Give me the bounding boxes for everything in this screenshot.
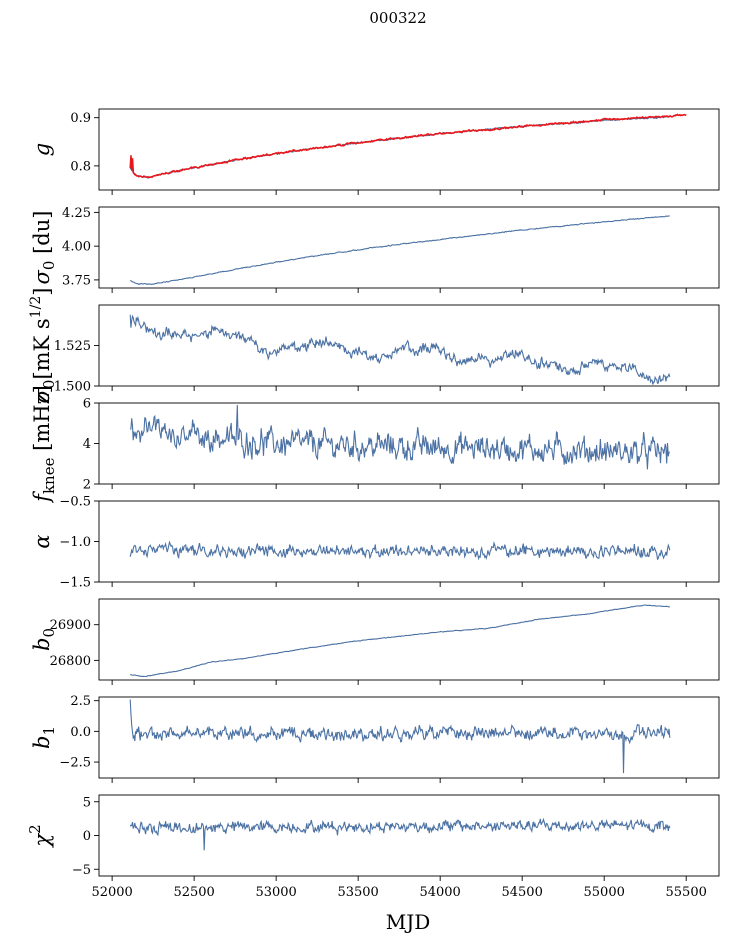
panel-g: 0.8 0.9 g: [30, 108, 720, 195]
series-line-g-1: [129, 113, 687, 179]
y-tick-label: −0.5: [59, 495, 91, 510]
y-axis-label-b1: b1: [30, 726, 58, 749]
x-tick-label: 53000: [255, 885, 296, 900]
y-tick-label: 0.9: [70, 111, 91, 126]
y-tick-label: 0.0: [70, 725, 91, 740]
y-tick-label: 0: [83, 829, 91, 844]
y-tick-label: 4.25: [62, 206, 91, 221]
axes-frame: [98, 108, 720, 191]
x-tick-label: 54000: [419, 885, 460, 900]
panel-chi2: −5 0 5 52000 52500 53000 53500 54000 54500 55000 5…: [26, 794, 720, 900]
y-tick-label: 1.525: [54, 339, 91, 354]
y-axis-label-alpha: α: [30, 534, 54, 548]
y-axis-label-chi2: χ2: [26, 824, 54, 848]
y-tick-label: 2.5: [70, 694, 91, 709]
panel-sigma0_du: 3.75 4.00 4.25 σ0 [du]: [30, 206, 720, 293]
axes-frame: [98, 206, 720, 289]
subplots: 0.8 0.9 g 3.75 4.00 4.25 σ0 [du] 1.500 1.525σ0[m…: [26, 108, 720, 900]
y-tick-label: 3.75: [62, 273, 91, 288]
series-line-chi2-0: [129, 817, 671, 851]
figure-title: 000322: [369, 9, 426, 27]
axes-frame: [98, 794, 720, 877]
y-tick-label: −5: [72, 863, 91, 878]
y-axis-label-g: g: [30, 143, 54, 156]
series-line-sigma0_mk-0: [129, 314, 671, 385]
y-axis-label-sigma0_mk: σ0[mK s1/2]: [28, 288, 58, 404]
y-tick-label: 6: [83, 397, 91, 412]
y-axis-label-b0: b0: [30, 628, 58, 651]
series-line-b0-0: [130, 604, 670, 678]
x-tick-label: 52000: [91, 885, 132, 900]
panel-alpha: −1.5 −1.0 −0.5 α: [30, 495, 720, 591]
y-tick-label: −1.0: [59, 535, 91, 550]
y-tick-label: 4: [83, 437, 91, 452]
x-tick-label: 55000: [584, 885, 625, 900]
axes-frame: [98, 696, 720, 779]
panel-b1: −2.5 0.0 2.5 b1: [30, 694, 720, 783]
axes-frame: [98, 500, 720, 583]
y-tick-label: −1.5: [59, 576, 91, 591]
y-axis-label-sigma0_du: σ0 [du]: [30, 211, 58, 285]
x-tick-label: 53500: [337, 885, 378, 900]
y-tick-label: 5: [83, 795, 91, 810]
series-line-sigma0_du-0: [130, 215, 670, 285]
axes-frame: [98, 402, 720, 485]
x-tick-label: 52500: [173, 885, 214, 900]
y-tick-label: 2: [83, 478, 91, 493]
x-tick-label: 54500: [501, 885, 542, 900]
series-line-fknee-0: [129, 404, 670, 470]
series-line-g-0: [129, 116, 670, 179]
y-axis-label-fknee: fknee [mHz]: [30, 385, 58, 504]
y-tick-label: 4.00: [62, 240, 91, 255]
y-tick-label: 26900: [50, 618, 91, 633]
y-tick-label: 1.500: [54, 380, 91, 395]
panel-fknee: 2 4 6 fknee [mHz]: [30, 385, 720, 504]
axes-frame: [98, 598, 720, 681]
y-tick-label: 0.8: [70, 159, 91, 174]
x-tick-label: 55500: [666, 885, 707, 900]
series-line-b1-0: [129, 699, 671, 774]
x-axis-label: MJD: [386, 910, 431, 934]
y-tick-label: −2.5: [59, 756, 91, 771]
y-tick-label: 26800: [50, 654, 91, 669]
series-line-alpha-0: [129, 540, 671, 561]
